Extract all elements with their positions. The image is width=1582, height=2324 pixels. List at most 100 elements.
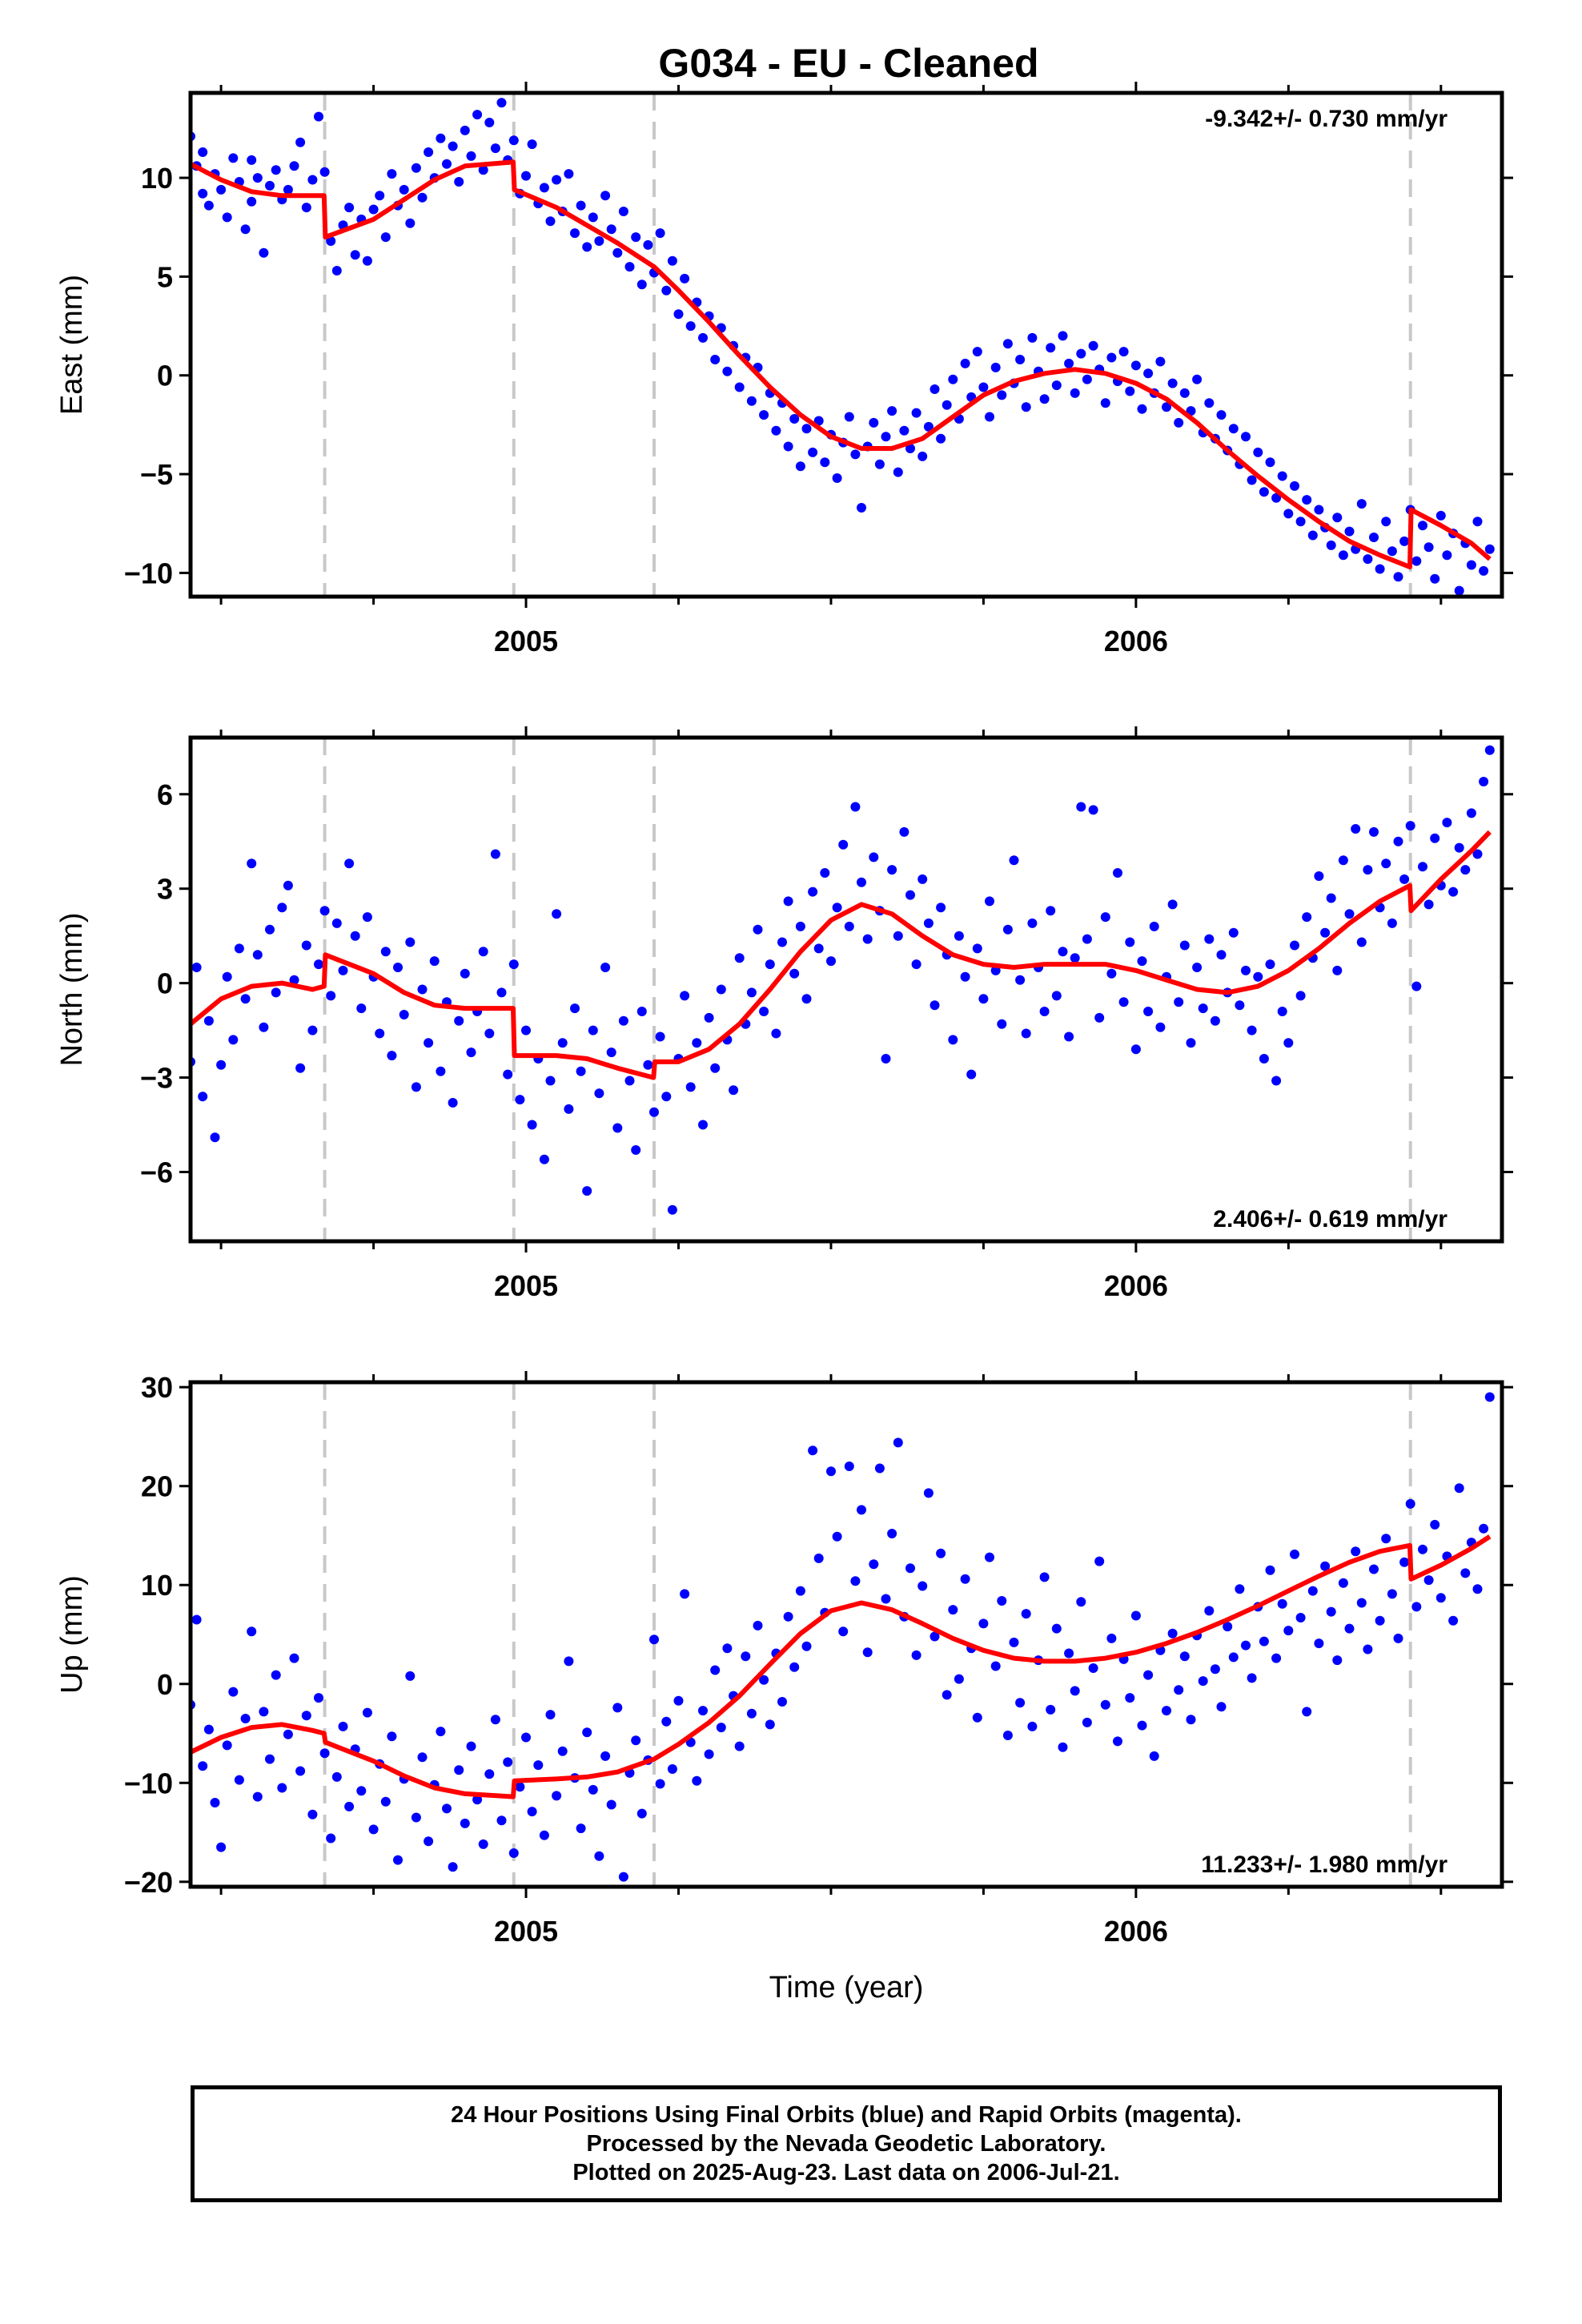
data-point	[1295, 1613, 1306, 1622]
data-point	[1253, 447, 1263, 457]
data-point	[1393, 836, 1403, 846]
data-point	[203, 1724, 214, 1735]
data-point	[442, 1803, 452, 1814]
data-point	[1228, 1652, 1239, 1663]
data-point	[1046, 906, 1056, 916]
data-point	[1046, 343, 1056, 353]
data-point	[1125, 386, 1135, 396]
data-point	[704, 1012, 714, 1023]
data-point	[1070, 1686, 1080, 1696]
data-point	[1338, 1578, 1348, 1588]
data-point	[893, 467, 903, 477]
data-point	[1167, 378, 1178, 388]
data-point	[862, 1647, 873, 1658]
data-point	[661, 1092, 672, 1102]
data-point	[850, 802, 861, 812]
data-point	[729, 1085, 739, 1096]
data-point	[1399, 536, 1410, 546]
data-point	[612, 1123, 623, 1133]
data-point	[734, 382, 745, 392]
data-point	[795, 1586, 805, 1596]
data-point	[1186, 1715, 1196, 1725]
data-point	[1423, 1575, 1434, 1586]
data-point	[985, 1552, 994, 1562]
data-point	[466, 151, 476, 161]
data-point	[820, 457, 830, 468]
data-point	[1314, 1638, 1324, 1649]
data-point	[1051, 991, 1062, 1001]
data-point	[307, 175, 318, 185]
data-point	[301, 203, 311, 213]
data-point	[588, 1025, 598, 1035]
model-line	[191, 159, 1492, 569]
x-tick-label: 2006	[1104, 625, 1168, 657]
data-point	[436, 133, 446, 143]
data-point	[759, 1675, 769, 1685]
data-point	[393, 1855, 403, 1865]
data-point	[1009, 855, 1019, 866]
data-point	[496, 987, 507, 998]
data-point	[1430, 573, 1440, 584]
data-point	[301, 1711, 311, 1721]
data-point	[424, 1836, 434, 1847]
data-point	[923, 421, 934, 432]
data-point	[960, 971, 970, 982]
data-point	[930, 1631, 940, 1642]
data-point	[783, 1611, 793, 1622]
data-point	[978, 1618, 989, 1629]
data-point	[472, 1795, 483, 1805]
data-point	[1460, 1568, 1471, 1578]
data-point	[1484, 544, 1495, 554]
y-axis-label: North (mm)	[55, 912, 89, 1066]
data-point	[972, 1712, 982, 1723]
data-point	[813, 416, 824, 426]
data-point	[832, 473, 842, 483]
data-point	[1088, 805, 1098, 815]
data-point	[380, 947, 391, 957]
y-tick-label: 5	[157, 260, 173, 293]
data-point	[1435, 1593, 1446, 1603]
data-point	[887, 865, 897, 875]
data-point	[1393, 1633, 1403, 1643]
data-point	[606, 1047, 616, 1058]
data-point	[405, 218, 416, 228]
data-point	[936, 433, 946, 444]
data-point	[911, 959, 921, 970]
data-point	[649, 1634, 659, 1645]
data-point	[1210, 1015, 1220, 1026]
data-point	[356, 1786, 367, 1796]
data-point	[1118, 997, 1129, 1007]
data-point	[1332, 965, 1343, 975]
data-point	[808, 887, 818, 897]
data-point	[1253, 971, 1263, 982]
data-point	[905, 890, 915, 900]
data-point	[228, 1687, 239, 1697]
data-point	[387, 169, 397, 179]
data-point	[521, 1025, 531, 1035]
data-point	[564, 1104, 574, 1114]
data-point	[661, 285, 672, 296]
data-point	[655, 1779, 665, 1789]
data-point	[331, 1771, 342, 1782]
data-point	[789, 968, 800, 979]
data-point	[594, 236, 604, 246]
data-point	[527, 139, 537, 150]
data-point	[545, 216, 556, 227]
data-point	[552, 175, 562, 185]
data-points	[191, 1392, 1495, 1882]
data-point	[1241, 1640, 1251, 1651]
data-point	[1356, 499, 1367, 509]
data-point	[222, 212, 232, 223]
data-point	[527, 1120, 537, 1130]
data-point	[203, 200, 214, 211]
data-point	[1277, 1598, 1287, 1609]
data-point	[1484, 745, 1495, 755]
data-point	[1015, 975, 1026, 985]
data-point	[1295, 991, 1306, 1001]
data-point	[222, 1740, 232, 1751]
data-point	[265, 924, 275, 935]
y-tick-label: 0	[157, 360, 173, 392]
footer-line-plotted: Plotted on 2025-Aug-23. Last data on 200…	[572, 2160, 1120, 2185]
data-point	[692, 1038, 702, 1048]
